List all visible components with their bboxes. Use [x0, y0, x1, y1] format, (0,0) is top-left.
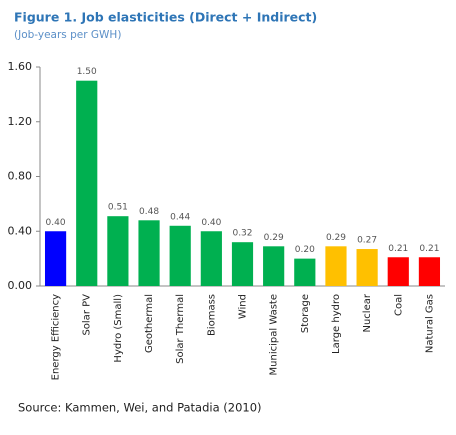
value-label: 0.29: [264, 233, 284, 243]
value-label: 0.29: [326, 233, 346, 243]
value-label: 0.40: [201, 218, 221, 228]
x-tick-label: Hydro (Small): [113, 294, 124, 363]
bar: [231, 242, 254, 286]
x-tick-label: Large hydro: [331, 294, 342, 354]
bar: [76, 80, 98, 286]
value-label: 0.27: [357, 236, 377, 246]
value-label: 0.51: [108, 203, 128, 213]
x-tick-label: Geothermal: [144, 294, 155, 353]
x-tick-label: Coal: [393, 294, 404, 316]
x-tick-label: Biomass: [206, 294, 217, 336]
source-note: Source: Kammen, Wei, and Patadia (2010): [18, 401, 262, 415]
x-tick-label: Nuclear: [362, 293, 373, 332]
x-tick-label: Energy Efficiency: [51, 294, 62, 380]
bar: [325, 246, 347, 286]
bar: [387, 257, 409, 286]
x-tick-label: Solar PV: [82, 294, 93, 336]
x-tick-label: Municipal Waste: [269, 294, 280, 375]
bar: [263, 246, 285, 286]
value-label: 0.44: [170, 212, 190, 222]
value-label: 0.32: [232, 229, 252, 239]
bar: [138, 220, 160, 286]
y-tick-label: 0.40: [8, 224, 33, 237]
bar: [200, 231, 222, 286]
y-tick-label: 1.20: [8, 115, 33, 128]
y-tick-label: 0.80: [8, 170, 33, 183]
bar: [107, 216, 129, 286]
bar: [44, 231, 67, 286]
value-label: 0.40: [46, 218, 66, 228]
x-tick-label: Wind: [238, 294, 249, 319]
value-label: 0.21: [388, 244, 408, 254]
bar: [418, 257, 441, 286]
x-tick-label: Solar Thermal: [175, 294, 186, 364]
value-label: 0.48: [139, 207, 159, 217]
bar: [356, 249, 378, 286]
value-label: 0.21: [419, 244, 439, 254]
value-label: 1.50: [77, 67, 97, 77]
y-tick-label: 1.60: [8, 60, 33, 73]
y-tick-label: 0.00: [8, 279, 33, 292]
value-label: 0.20: [295, 245, 315, 255]
chart-title: Figure 1. Job elasticities (Direct + Ind…: [14, 10, 317, 25]
x-tick-label: Storage: [300, 294, 311, 333]
chart-subtitle: (Job-years per GWH): [14, 29, 121, 41]
bar: [294, 258, 316, 286]
x-tick-label: Natural Gas: [424, 294, 435, 353]
bar: [169, 225, 191, 286]
